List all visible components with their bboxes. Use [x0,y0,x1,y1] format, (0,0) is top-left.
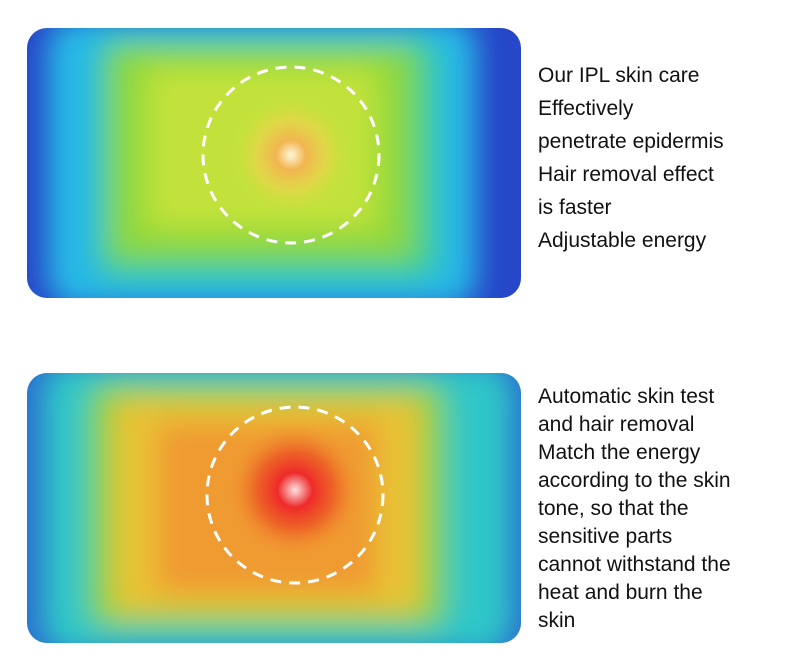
description-1: Our IPL skin care Effectively penetrate ep… [538,59,724,257]
thermal-image-1 [27,28,521,298]
text-line: Hair removal effect [538,163,714,186]
text-line: Match the energy [538,441,701,464]
description-2: Automatic skin test and hair removal Match… [538,383,731,635]
text-line: skin [538,609,576,632]
text-line: is faster [538,196,612,219]
text-line: Effectively [538,97,634,120]
text-line: Automatic skin test [538,385,715,408]
text-line: according to the skin [538,469,731,492]
text-line: sensitive parts [538,525,673,548]
text-line: Our IPL skin care [538,64,700,87]
text-line: and hair removal [538,413,695,436]
text-line: Adjustable energy [538,229,707,252]
text-line: penetrate epidermis [538,130,724,153]
text-line: tone, so that the [538,497,689,520]
text-line: heat and burn the [538,581,703,604]
text-line: cannot withstand the [538,553,731,576]
thermal-image-2 [27,373,521,643]
